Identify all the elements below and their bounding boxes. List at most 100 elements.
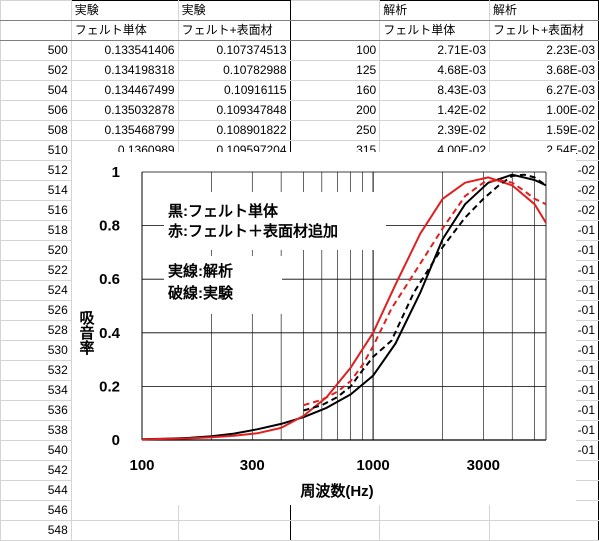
y-tick-label: 0 bbox=[112, 432, 120, 449]
legend-background bbox=[164, 192, 386, 250]
header-cell[interactable] bbox=[0, 0, 72, 21]
table-row: 500 0.133541406 0.107374513 100 2.71E-03 2.23… bbox=[0, 40, 599, 61]
header-cell[interactable]: フェルト単体 bbox=[379, 20, 491, 41]
table-cell[interactable]: 542 bbox=[0, 460, 72, 481]
table-cell[interactable]: 540 bbox=[0, 440, 72, 461]
table-cell[interactable]: 160 bbox=[289, 80, 381, 101]
header-cell[interactable]: 解析 bbox=[489, 0, 599, 21]
table-row: 548 bbox=[0, 520, 599, 541]
table-cell[interactable]: 512 bbox=[0, 160, 72, 181]
y-tick-label: 1 bbox=[112, 164, 120, 181]
table-row: 504 0.134467499 0.10916115 160 8.43E-03 6.27E… bbox=[0, 80, 599, 101]
legend-background bbox=[164, 256, 282, 314]
table-cell[interactable]: 6.27E-03 bbox=[489, 80, 599, 101]
table-cell[interactable]: 548 bbox=[0, 520, 72, 541]
header-row: フェルト単体 フェルト+表面材 フェルト単体 フェルト+表面材 bbox=[0, 20, 599, 41]
table-cell[interactable]: 504 bbox=[0, 80, 72, 101]
table-cell[interactable]: 0.134198318 bbox=[70, 60, 179, 81]
header-cell[interactable] bbox=[289, 20, 381, 41]
table-cell[interactable]: 1.00E-02 bbox=[489, 100, 599, 121]
table-cell[interactable]: 2.39E-02 bbox=[379, 120, 491, 141]
table-cell[interactable]: 0.133541406 bbox=[70, 40, 179, 61]
table-cell[interactable]: 508 bbox=[0, 120, 72, 141]
table-cell[interactable] bbox=[289, 520, 381, 541]
absorption-chart: 0 0.2 0.4 0.6 0.8 1 100 300 1000 3000 黒:フェルト単体赤:フ… bbox=[78, 164, 547, 500]
x-axis-title: 周波数(Hz) bbox=[300, 482, 373, 500]
table-cell[interactable] bbox=[489, 520, 599, 541]
chart-panel[interactable]: 0 0.2 0.4 0.6 0.8 1 100 300 1000 3000 黒:フェルト単体 赤:フ… bbox=[72, 152, 576, 505]
table-cell[interactable]: 0.134467499 bbox=[70, 80, 179, 101]
table-cell[interactable]: 524 bbox=[0, 280, 72, 301]
header-cell[interactable]: 実験 bbox=[177, 0, 291, 21]
y-tick-label: 0.6 bbox=[99, 271, 120, 288]
table-cell[interactable]: 0.10916115 bbox=[177, 80, 291, 101]
series-lines bbox=[141, 173, 547, 441]
table-cell[interactable]: 0.108901822 bbox=[177, 120, 291, 141]
table-cell[interactable]: 530 bbox=[0, 340, 72, 361]
legend-entry: 黒:フェルト単体 bbox=[168, 202, 279, 220]
table-cell[interactable]: 536 bbox=[0, 400, 72, 421]
table-cell[interactable] bbox=[70, 520, 179, 541]
table-cell[interactable]: 100 bbox=[289, 40, 381, 61]
y-tick-label: 0.8 bbox=[99, 218, 120, 235]
table-cell[interactable]: 534 bbox=[0, 380, 72, 401]
x-tick-label: 100 bbox=[129, 457, 154, 474]
table-row: 508 0.135468799 0.108901822 250 2.39E-02 1.59… bbox=[0, 120, 599, 141]
legend-entry: 赤:フェルト＋表面材追加 bbox=[168, 222, 338, 240]
table-cell[interactable]: 546 bbox=[0, 500, 72, 521]
series-line-1 bbox=[141, 176, 547, 441]
table-cell[interactable]: 250 bbox=[289, 120, 381, 141]
y-axis-title: 吸音率 bbox=[78, 310, 95, 356]
table-cell[interactable]: 510 bbox=[0, 140, 72, 161]
table-cell[interactable]: 532 bbox=[0, 360, 72, 381]
table-cell[interactable]: 514 bbox=[0, 180, 72, 201]
header-cell[interactable]: フェルト+表面材 bbox=[489, 20, 599, 41]
legend-entry: 実線:解析 bbox=[168, 262, 233, 280]
table-cell[interactable] bbox=[379, 520, 491, 541]
table-cell[interactable]: 516 bbox=[0, 200, 72, 221]
table-cell[interactable]: 1.59E-02 bbox=[489, 120, 599, 141]
header-cell[interactable]: フェルト単体 bbox=[70, 20, 179, 41]
table-cell[interactable]: 522 bbox=[0, 260, 72, 281]
table-cell[interactable]: 2.23E-03 bbox=[489, 40, 599, 61]
table-row: 506 0.135032878 0.109347848 200 1.42E-02 1.00… bbox=[0, 100, 599, 121]
header-cell[interactable] bbox=[289, 0, 381, 21]
table-cell[interactable]: 4.68E-03 bbox=[379, 60, 491, 81]
table-cell[interactable]: 0.107374513 bbox=[177, 40, 291, 61]
table-cell[interactable]: 500 bbox=[0, 40, 72, 61]
table-cell[interactable]: 0.135468799 bbox=[70, 120, 179, 141]
header-cell[interactable]: フェルト+表面材 bbox=[177, 20, 291, 41]
x-tick-label: 3000 bbox=[467, 457, 500, 474]
table-cell[interactable]: 0.109347848 bbox=[177, 100, 291, 121]
table-cell[interactable]: 200 bbox=[289, 100, 381, 121]
table-cell[interactable]: 125 bbox=[289, 60, 381, 81]
header-cell[interactable]: 実験 bbox=[70, 0, 179, 21]
table-cell[interactable]: 0.10782988 bbox=[177, 60, 291, 81]
legend-entry: 破線:実験 bbox=[168, 284, 234, 302]
header-row: 実験 実験 解析 解析 bbox=[0, 0, 599, 21]
table-cell[interactable]: 544 bbox=[0, 480, 72, 501]
header-cell[interactable] bbox=[0, 20, 72, 41]
table-cell[interactable]: 520 bbox=[0, 240, 72, 261]
table-row: 502 0.134198318 0.10782988 125 4.68E-03 3.68E… bbox=[0, 60, 599, 81]
series-line-0 bbox=[141, 173, 547, 441]
table-cell[interactable]: 518 bbox=[0, 220, 72, 241]
table-cell[interactable]: 2.71E-03 bbox=[379, 40, 491, 61]
y-tick-label: 0.2 bbox=[99, 378, 120, 395]
table-cell[interactable]: 1.42E-02 bbox=[379, 100, 491, 121]
table-cell[interactable]: 502 bbox=[0, 60, 72, 81]
tick-labels: 0 0.2 0.4 0.6 0.8 1 100 300 1000 3000 bbox=[99, 164, 500, 474]
table-cell[interactable]: 506 bbox=[0, 100, 72, 121]
table-cell[interactable]: 526 bbox=[0, 300, 72, 321]
table-cell[interactable]: 538 bbox=[0, 420, 72, 441]
table-cell[interactable]: 0.135032878 bbox=[70, 100, 179, 121]
y-tick-label: 0.4 bbox=[99, 325, 121, 342]
table-cell[interactable]: 3.68E-03 bbox=[489, 60, 599, 81]
x-tick-label: 1000 bbox=[356, 457, 389, 474]
table-cell[interactable]: 8.43E-03 bbox=[379, 80, 491, 101]
header-cell[interactable]: 解析 bbox=[379, 0, 491, 21]
table-cell[interactable] bbox=[177, 520, 291, 541]
table-cell[interactable]: 528 bbox=[0, 320, 72, 341]
series-line-3 bbox=[303, 179, 547, 407]
